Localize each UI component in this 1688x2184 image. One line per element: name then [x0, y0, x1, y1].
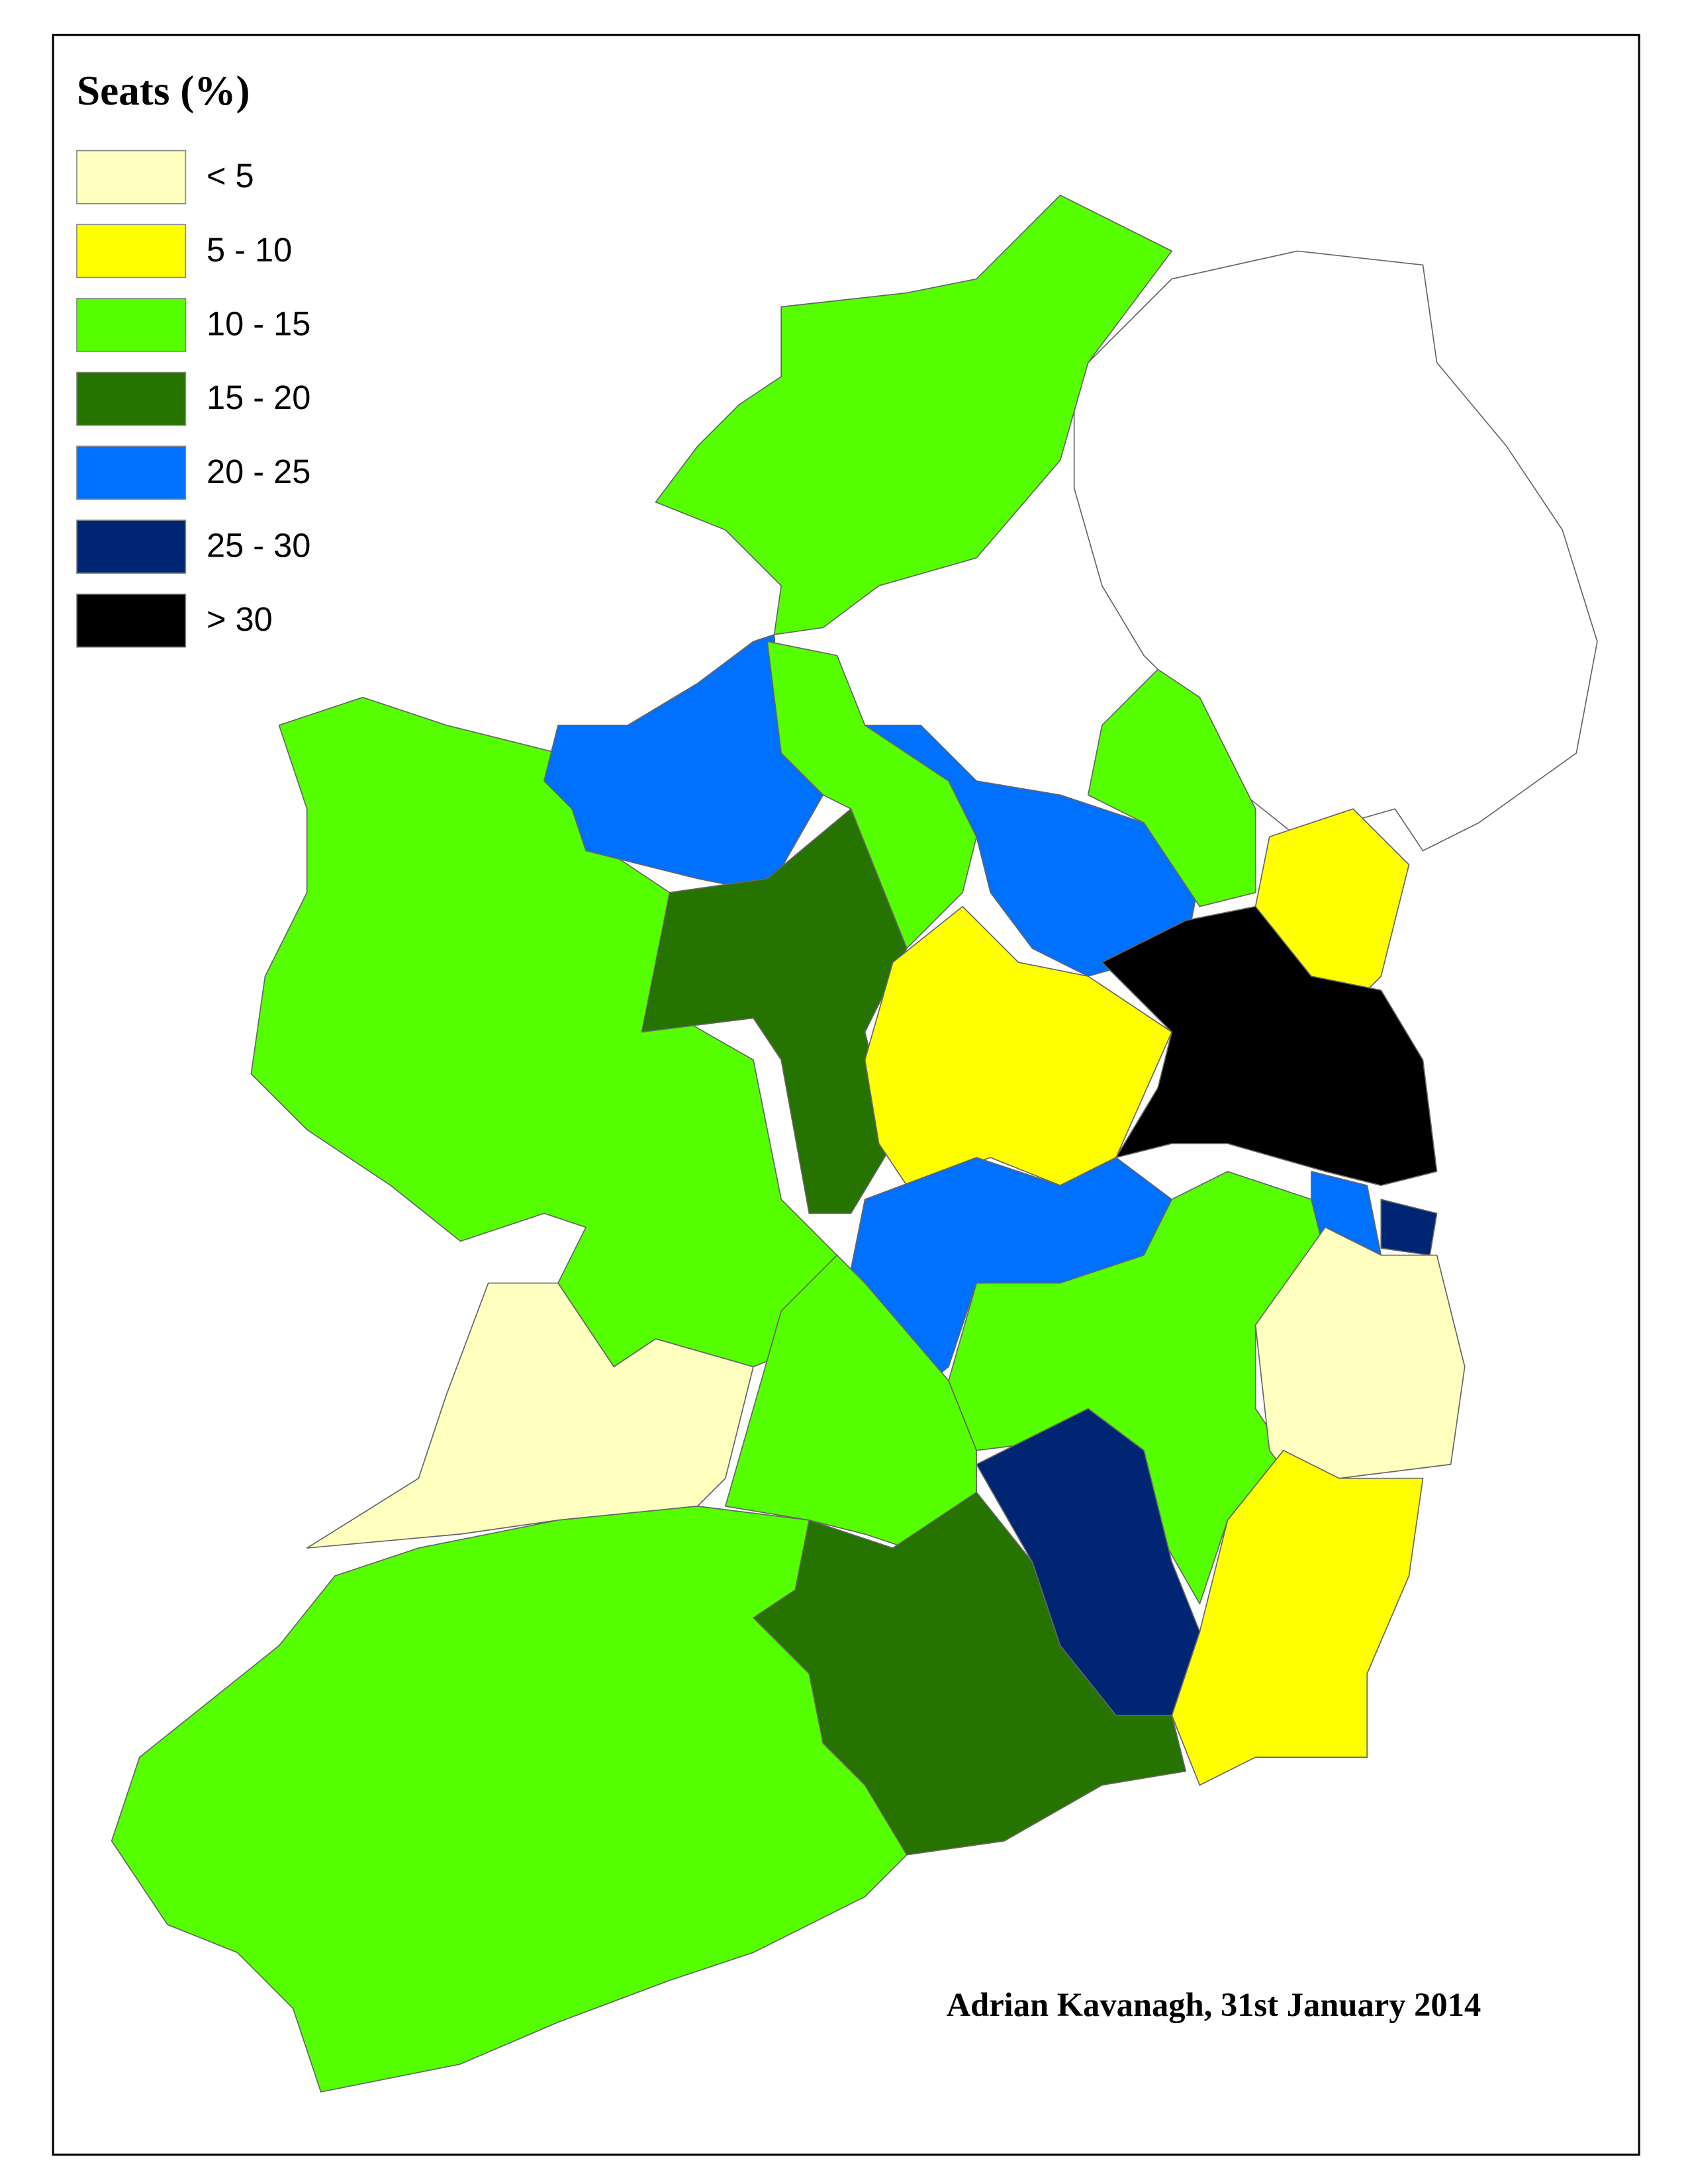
northern-ireland	[1073, 250, 1598, 852]
legend-label: 25 - 30	[207, 527, 310, 565]
legend-swatch	[76, 593, 187, 648]
credit: Adrian Kavanagh, 31st January 2014	[947, 1986, 1481, 2023]
legend-label: > 30	[207, 600, 273, 638]
region	[641, 808, 908, 1214]
region	[543, 633, 824, 893]
region	[1102, 905, 1438, 1187]
region	[1087, 668, 1256, 907]
legend-swatch	[76, 224, 187, 279]
legend-title: Seats (%)	[77, 68, 250, 114]
legend-label: 10 - 15	[207, 304, 310, 342]
legend-label: < 5	[207, 157, 254, 195]
map-regions	[111, 195, 1598, 2093]
region	[767, 641, 978, 949]
legend: < 5 5 - 10 10 - 15 15 - 20 20 - 25 25 - 30 > 3…	[76, 150, 310, 648]
legend-swatch	[76, 371, 187, 426]
legend-swatch	[76, 520, 187, 574]
legend-label: 5 - 10	[207, 231, 292, 269]
legend-swatch	[76, 445, 187, 500]
region	[111, 1506, 908, 2093]
legend-swatch	[76, 150, 187, 205]
region	[655, 195, 1173, 635]
legend-label: 20 - 25	[207, 453, 310, 490]
legend-label: 15 - 20	[207, 379, 310, 416]
legend-swatch	[76, 298, 187, 352]
